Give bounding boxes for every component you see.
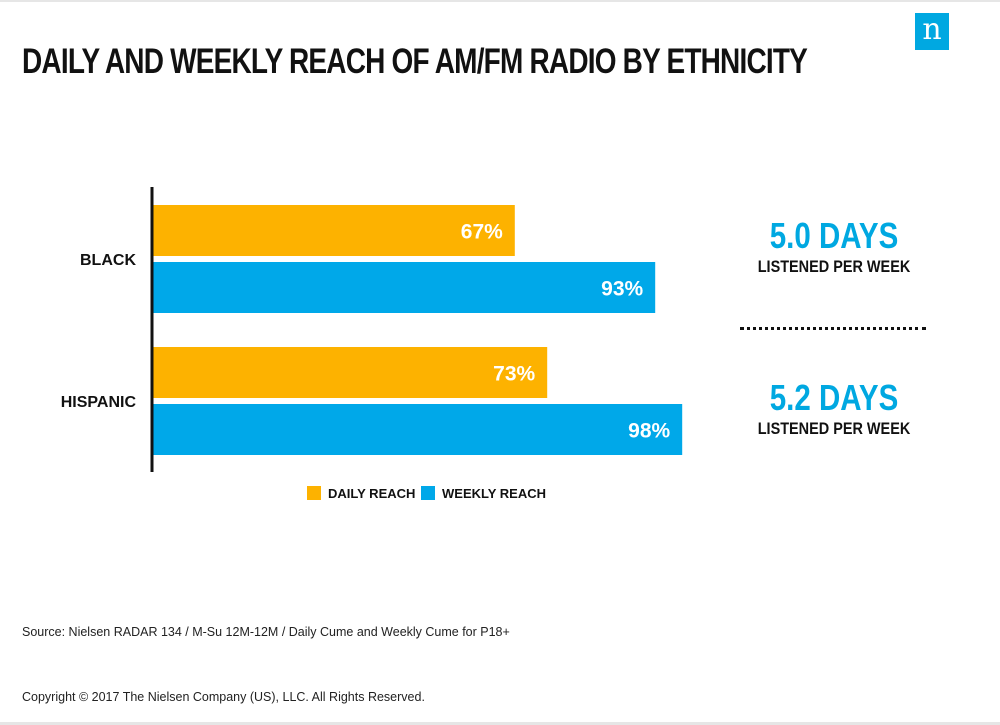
stat-black: 5.0 DAYS LISTENED PER WEEK	[714, 216, 954, 278]
bars-layer	[153, 205, 683, 455]
bottom-rule	[0, 722, 1000, 725]
top-rule	[0, 0, 1000, 2]
stat-caption: LISTENED PER WEEK	[757, 257, 911, 276]
dotted-divider	[740, 327, 926, 330]
source-note: Source: Nielsen RADAR 134 / M-Su 12M-12M…	[22, 625, 510, 639]
bar-value-label: 67%	[461, 221, 503, 244]
stat-caption: LISTENED PER WEEK	[757, 419, 911, 438]
bar-hispanic-daily-reach	[153, 347, 548, 398]
category-label: HISPANIC	[61, 394, 137, 411]
legend-swatch	[421, 486, 435, 500]
bar-value-label: 98%	[628, 420, 670, 443]
legend-entry: WEEKLY REACH	[442, 486, 546, 501]
stat-days-value: 5.2 DAYS	[769, 377, 899, 418]
bar-black-daily-reach	[153, 205, 515, 256]
bar-value-label: 93%	[601, 278, 643, 301]
page-title: DAILY AND WEEKLY REACH OF AM/FM RADIO BY…	[22, 42, 808, 81]
bar-value-label: 73%	[493, 363, 535, 386]
labels-layer: 67% 93% BLACK 73% 98% HISPANIC	[61, 221, 671, 443]
stat-hispanic: 5.2 DAYS LISTENED PER WEEK	[714, 378, 954, 440]
legend-entry: DAILY REACH	[328, 486, 415, 501]
copyright-note: Copyright © 2017 The Nielsen Company (US…	[22, 690, 425, 704]
category-label: BLACK	[80, 252, 136, 269]
legend: DAILY REACH WEEKLY REACH	[307, 486, 546, 501]
bar-hispanic-weekly-reach	[153, 404, 683, 455]
nielsen-logo-icon: n	[915, 13, 949, 50]
legend-swatch	[307, 486, 321, 500]
bar-black-weekly-reach	[153, 262, 656, 313]
stat-days-value: 5.0 DAYS	[769, 215, 899, 256]
